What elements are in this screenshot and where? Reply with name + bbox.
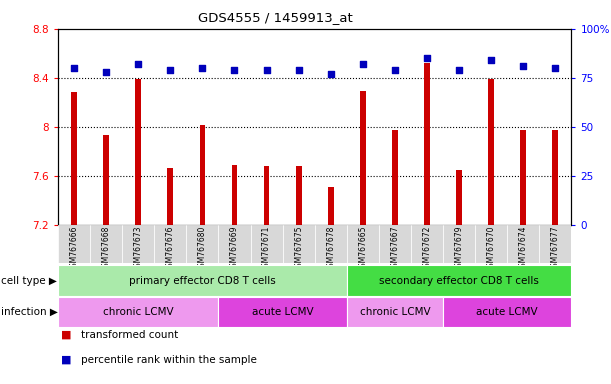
Bar xyxy=(219,225,251,263)
Text: GSM767670: GSM767670 xyxy=(486,226,496,272)
Text: percentile rank within the sample: percentile rank within the sample xyxy=(81,355,257,365)
Text: infection ▶: infection ▶ xyxy=(1,307,58,317)
Bar xyxy=(379,225,411,263)
Text: GSM767672: GSM767672 xyxy=(422,226,431,272)
Bar xyxy=(136,79,141,225)
Bar xyxy=(347,225,379,263)
Text: chronic LCMV: chronic LCMV xyxy=(103,307,174,317)
Bar xyxy=(475,225,507,263)
Point xyxy=(101,69,111,75)
Bar xyxy=(122,225,155,263)
Point xyxy=(358,61,368,67)
Point xyxy=(197,65,207,71)
Text: ■: ■ xyxy=(61,330,71,340)
Bar xyxy=(347,265,571,296)
Bar xyxy=(58,225,90,263)
Text: primary effector CD8 T cells: primary effector CD8 T cells xyxy=(129,276,276,286)
Bar xyxy=(58,265,347,296)
Text: GSM767673: GSM767673 xyxy=(134,226,143,272)
Bar xyxy=(521,131,526,225)
Text: cell type ▶: cell type ▶ xyxy=(1,276,57,286)
Text: GSM767680: GSM767680 xyxy=(198,226,207,272)
Bar xyxy=(232,165,237,225)
Bar xyxy=(200,126,205,225)
Bar xyxy=(456,170,462,225)
Point xyxy=(326,71,335,77)
Text: transformed count: transformed count xyxy=(81,330,178,340)
Bar xyxy=(411,225,443,263)
Text: GSM767671: GSM767671 xyxy=(262,226,271,272)
Text: acute LCMV: acute LCMV xyxy=(477,307,538,317)
Bar xyxy=(103,135,109,225)
Text: GSM767666: GSM767666 xyxy=(70,226,79,272)
Bar xyxy=(283,225,315,263)
Bar xyxy=(424,63,430,225)
Text: GSM767679: GSM767679 xyxy=(455,226,464,272)
Point xyxy=(551,65,560,71)
Bar xyxy=(71,93,77,225)
Bar xyxy=(264,166,269,225)
Bar xyxy=(90,225,122,263)
Bar xyxy=(552,131,558,225)
Bar xyxy=(155,225,186,263)
Bar xyxy=(58,297,219,327)
Bar xyxy=(347,297,443,327)
Point xyxy=(294,67,304,73)
Bar xyxy=(488,79,494,225)
Point xyxy=(422,55,432,61)
Point xyxy=(133,61,143,67)
Bar xyxy=(443,297,571,327)
Bar xyxy=(251,225,283,263)
Point xyxy=(390,67,400,73)
Text: GSM767675: GSM767675 xyxy=(294,226,303,272)
Bar xyxy=(360,91,365,225)
Text: GSM767677: GSM767677 xyxy=(551,226,560,272)
Bar xyxy=(219,297,347,327)
Point xyxy=(486,57,496,63)
Text: GSM767667: GSM767667 xyxy=(390,226,400,272)
Text: ■: ■ xyxy=(61,355,71,365)
Text: GSM767669: GSM767669 xyxy=(230,226,239,272)
Text: GSM767676: GSM767676 xyxy=(166,226,175,272)
Text: secondary effector CD8 T cells: secondary effector CD8 T cells xyxy=(379,276,539,286)
Bar xyxy=(392,131,398,225)
Point xyxy=(518,63,528,69)
Text: chronic LCMV: chronic LCMV xyxy=(359,307,430,317)
Point xyxy=(454,67,464,73)
Text: GSM767668: GSM767668 xyxy=(101,226,111,272)
Text: acute LCMV: acute LCMV xyxy=(252,307,313,317)
Point xyxy=(262,67,271,73)
Text: GSM767678: GSM767678 xyxy=(326,226,335,272)
Bar xyxy=(296,166,301,225)
Bar xyxy=(315,225,347,263)
Text: GSM767674: GSM767674 xyxy=(519,226,528,272)
Text: GDS4555 / 1459913_at: GDS4555 / 1459913_at xyxy=(197,12,353,25)
Bar xyxy=(540,225,571,263)
Text: GSM767665: GSM767665 xyxy=(358,226,367,272)
Bar xyxy=(507,225,540,263)
Bar xyxy=(186,225,219,263)
Point xyxy=(230,67,240,73)
Point xyxy=(69,65,79,71)
Bar xyxy=(167,168,173,225)
Bar xyxy=(328,187,334,225)
Bar xyxy=(443,225,475,263)
Point xyxy=(166,67,175,73)
